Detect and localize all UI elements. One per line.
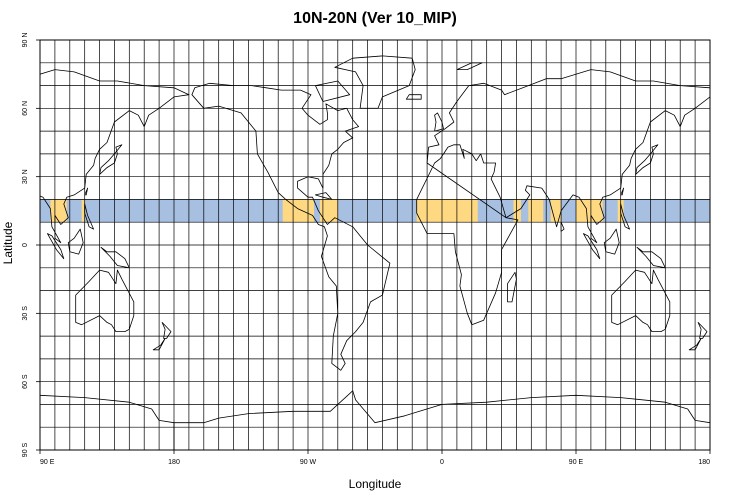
coastline-australia [75, 269, 135, 332]
coastline-eurasia-africa [40, 69, 190, 244]
y-tick-label: 60 S [22, 374, 29, 389]
y-tick-label: 90 S [22, 442, 29, 457]
coastline-japan [635, 144, 659, 175]
y-tick-label: 30 N [22, 169, 29, 184]
coastline-iceland [405, 94, 422, 100]
coastline-taiwan [84, 187, 88, 196]
band-land [550, 199, 562, 223]
coastline-americas [191, 82, 391, 371]
y-tick-label: 90 N [22, 33, 29, 48]
band-land [416, 199, 478, 223]
band-land [576, 199, 603, 223]
coastline-eurasia-africa [416, 69, 710, 326]
coastline-new-guinea [100, 246, 130, 269]
x-axis-label: Longitude [348, 477, 402, 491]
coastline-new-zealand-south [152, 338, 166, 351]
x-tick-label: 90 E [40, 459, 55, 466]
coastline-antarctica [173, 390, 710, 450]
x-tick-label: 0 [440, 459, 444, 466]
x-tick-label: 90 E [569, 459, 584, 466]
coastline-madagascar [507, 271, 517, 303]
coastline-new-guinea [636, 246, 666, 269]
band-land [81, 199, 85, 223]
x-tick-label: 90 W [300, 459, 317, 466]
latitude-band [40, 199, 710, 223]
coastline-great-britain [434, 112, 444, 132]
x-tick-label: 180 [698, 459, 710, 466]
x-tick-label: 180 [168, 459, 180, 466]
coastline-sri-lanka [25, 222, 28, 231]
band-land [528, 199, 544, 223]
y-tick-label: 60 N [22, 101, 29, 116]
coastline-taiwan [620, 187, 624, 196]
map-title: 10N-20N (Ver 10_MIP) [293, 10, 457, 27]
y-tick-label: 30 S [22, 306, 29, 321]
coastline-antarctica [40, 394, 175, 450]
band-land [319, 199, 338, 223]
y-tick-label: 0 [22, 243, 29, 247]
band-land [282, 199, 314, 223]
coastline-new-zealand-south [688, 338, 702, 351]
coastline-japan [99, 144, 123, 175]
coastline-australia [611, 269, 671, 332]
y-axis-label: Latitude [1, 221, 15, 265]
